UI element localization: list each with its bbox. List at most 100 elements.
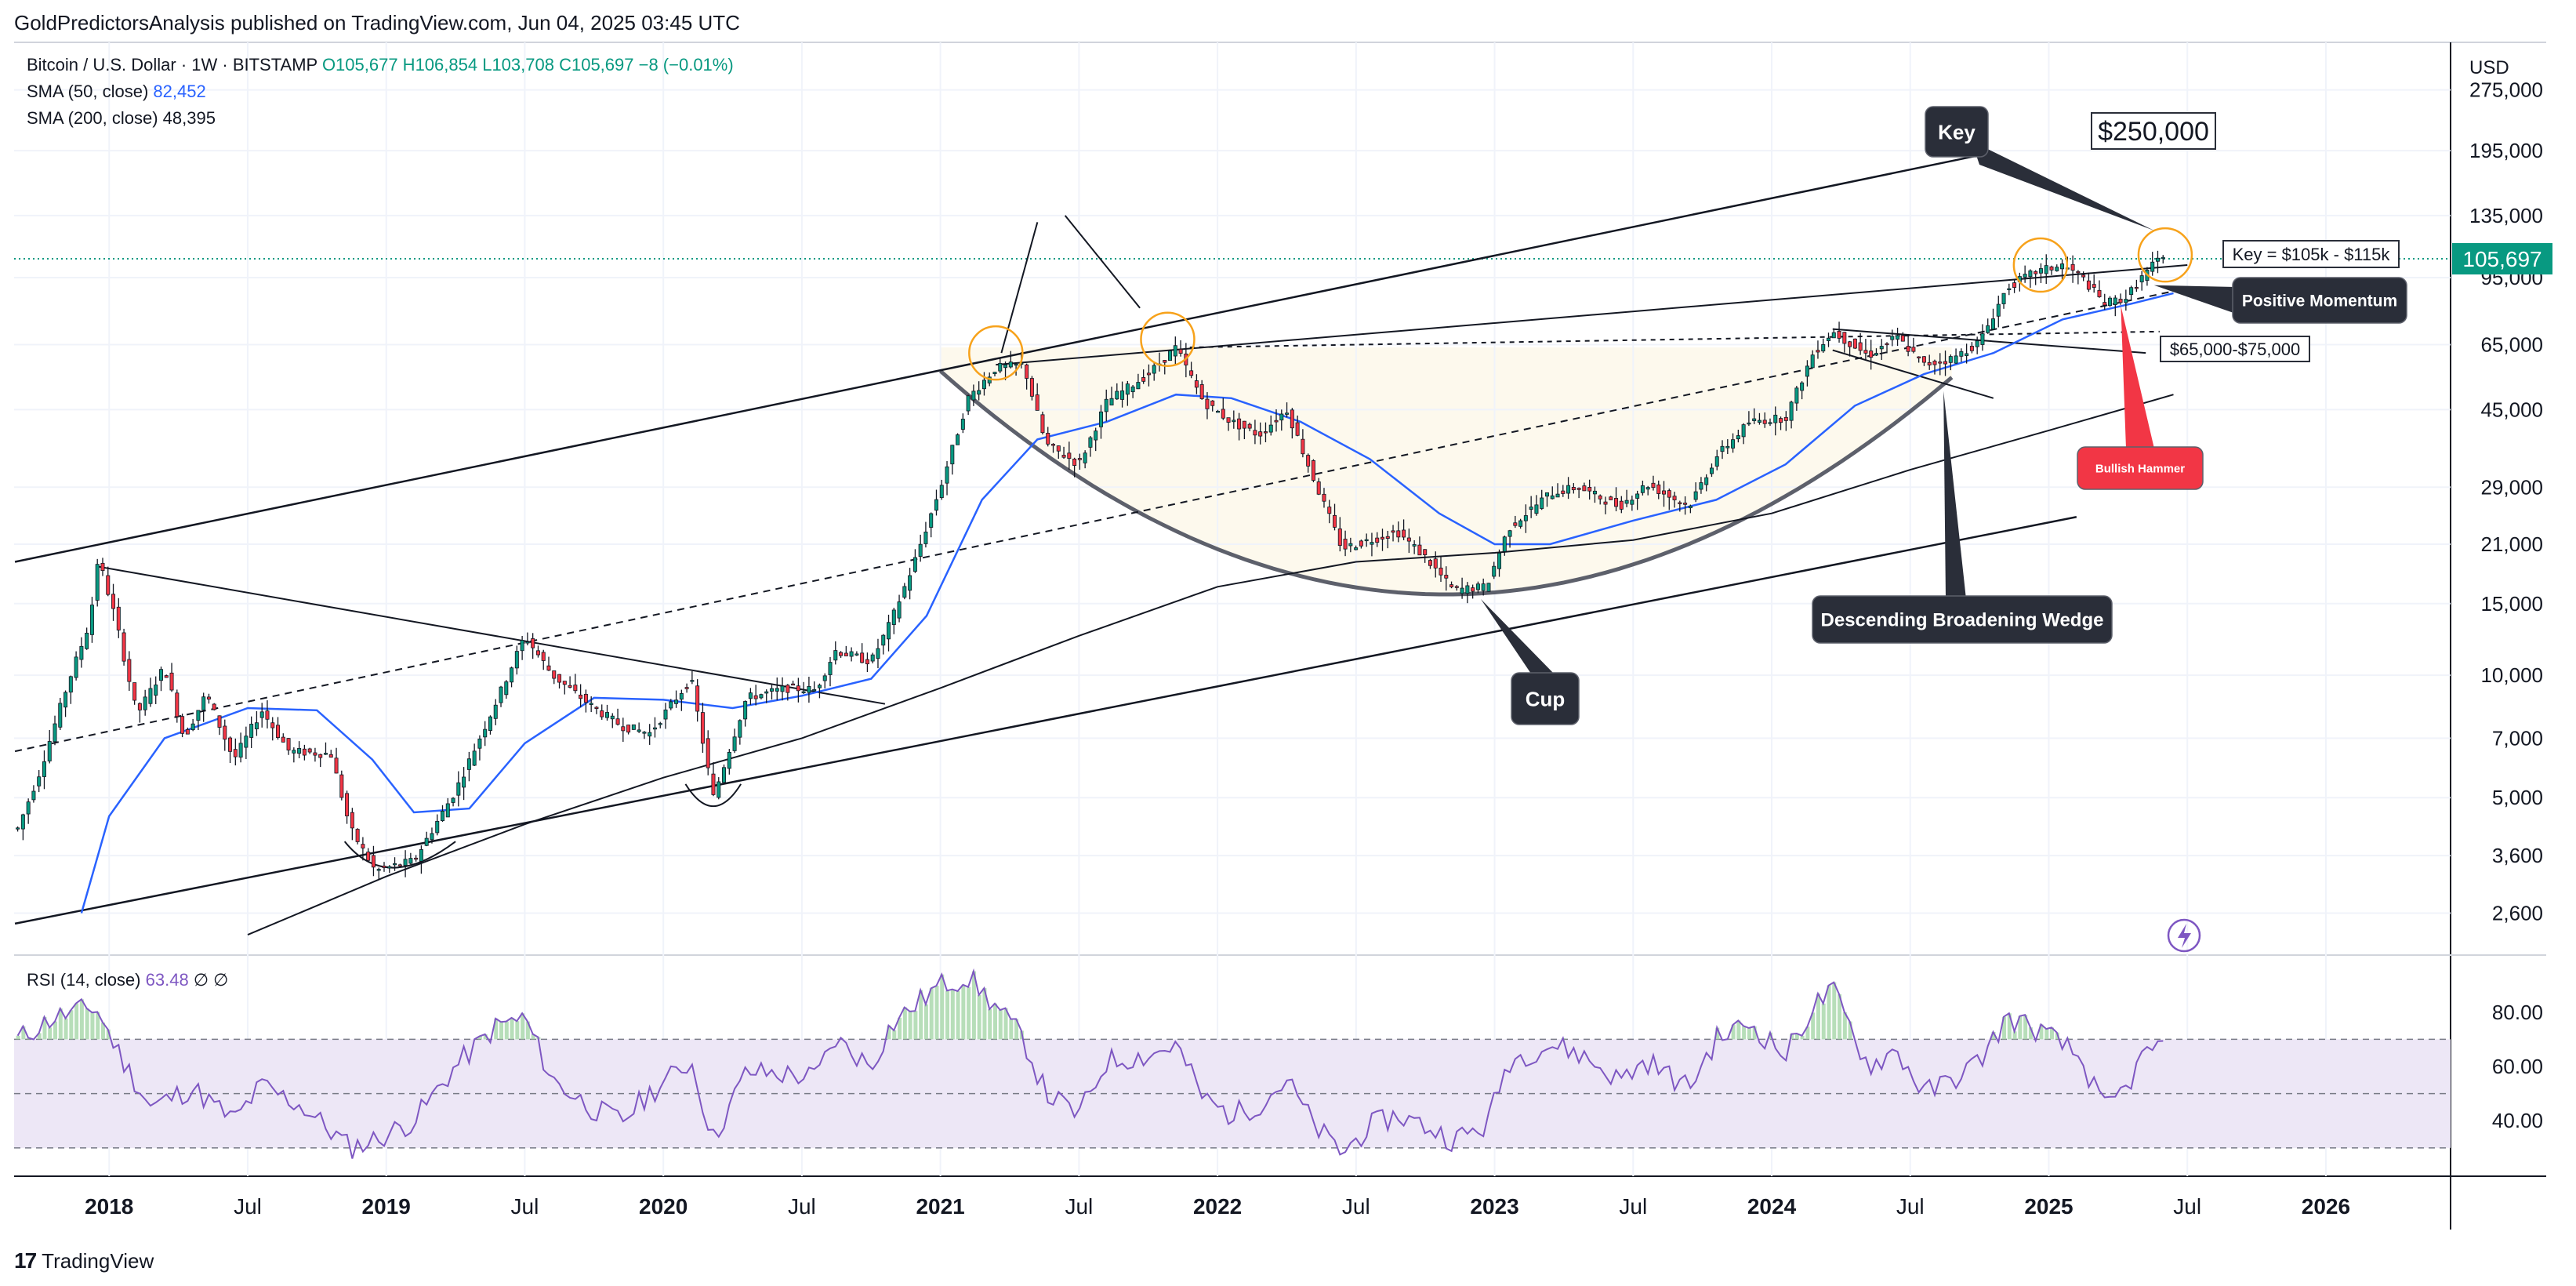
candle-body [2055,267,2059,271]
candle-body [1263,431,1268,434]
y-tick-label: 15,000 [2480,592,2543,616]
candle-body [738,720,742,738]
candle-body [934,499,938,511]
candle-body [684,687,689,689]
candle-body [190,723,195,731]
rim-dashed [1189,330,2160,349]
candle-body [1555,493,1560,498]
candle-body [435,820,440,834]
candle-body [1428,560,1432,566]
candle-body [1040,414,1045,434]
tradingview-footer[interactable]: 17 TradingView [14,1248,154,1273]
candle-body [1816,350,1820,353]
candle-body [185,729,190,735]
candle-body [1954,355,1958,364]
candle-body [2124,299,2128,303]
sma50-legend[interactable]: SMA (50, close) 82,452 [27,82,206,102]
candle-body [1115,391,1119,400]
candle-body [2007,288,2012,291]
candle-body [552,670,557,679]
rsi-tick-label: 60.00 [2492,1055,2543,1078]
candle-body [47,741,52,761]
candle-body [1980,333,1985,345]
rsi-legend[interactable]: RSI (14, close) 63.48 ∅ ∅ [27,970,228,990]
candle-body [1906,346,1910,352]
candle-body [499,686,503,703]
wedge-callout-box [1812,595,2113,644]
candle-body [1433,558,1438,569]
candle-body [1921,356,1926,363]
candle-body [1683,503,1688,505]
candle-body [860,652,865,663]
candle-body [148,688,153,704]
candle-body [1444,575,1449,579]
candle-body [1481,583,1486,591]
candle-body [201,696,206,710]
tradingview-brand: TradingView [42,1248,154,1273]
candle-body [1168,351,1173,361]
y-tick-label: 3,600 [2492,844,2543,867]
candle-body [1391,530,1395,533]
candle-body [1003,364,1008,369]
candle-body [1975,340,1979,347]
bowl-2019 [343,841,456,869]
candle-body [1529,507,1533,510]
candle-body [1731,439,1736,449]
candle-body [68,676,73,693]
currency-label: USD [2469,57,2509,78]
candle-body [483,728,488,738]
candle-body [1279,413,1284,421]
x-tick-label: 2018 [85,1194,133,1219]
wedge-lower [1832,349,1994,399]
sma200-legend[interactable]: SMA (200, close) 48,395 [27,108,216,129]
candle-body [318,754,323,758]
x-tick-label: 2021 [916,1194,964,1219]
candle-body [1630,500,1634,505]
candle-body [923,532,928,544]
candle-body [445,803,450,818]
candle-body [397,864,402,866]
x-tick-label: 2023 [1470,1194,1518,1219]
candle-body [1242,420,1246,429]
candle-body [281,736,285,743]
candle-body [1789,401,1794,421]
candle-body [371,855,376,868]
candle-body [1747,422,1751,425]
candle-body [223,725,227,740]
candle-body [387,866,392,869]
candle-body [844,652,848,656]
candle-body [1290,409,1294,429]
candle-body [2044,265,2048,274]
candle-body [828,662,833,675]
resistance-line [996,264,2188,366]
x-tick-label: 2025 [2024,1194,2073,1219]
hammer-callout-box [2077,446,2204,490]
candle-body [897,601,902,619]
candle-body [339,774,344,798]
candle-body [1178,349,1183,354]
candle-body [1359,540,1363,547]
x-tick-label: Jul [511,1194,539,1219]
candle-body [887,622,891,640]
candle-body [361,844,365,848]
y-tick-label: 45,000 [2480,398,2543,421]
hammer-callout-text: Bullish Hammer [2095,462,2185,475]
candle-body [276,725,281,739]
candle-body [1083,452,1087,463]
symbol-legend[interactable]: Bitcoin / U.S. Dollar · 1W · BITSTAMP O1… [27,55,734,75]
candle-body [2001,292,2006,304]
y-tick-label: 135,000 [2469,204,2543,227]
candle-body [652,727,657,730]
sma200-label: SMA (200, close) [27,108,158,128]
candle-body [1592,490,1597,495]
candle-body [1141,376,1146,382]
candle-body [1046,433,1050,445]
candle-body [717,781,721,798]
candle-body [1120,391,1125,400]
candle-body [169,672,174,691]
highlight-circle [2012,237,2069,293]
candle-body [1805,365,1809,377]
candle-body [945,466,949,484]
arrow-line [1064,215,1141,309]
